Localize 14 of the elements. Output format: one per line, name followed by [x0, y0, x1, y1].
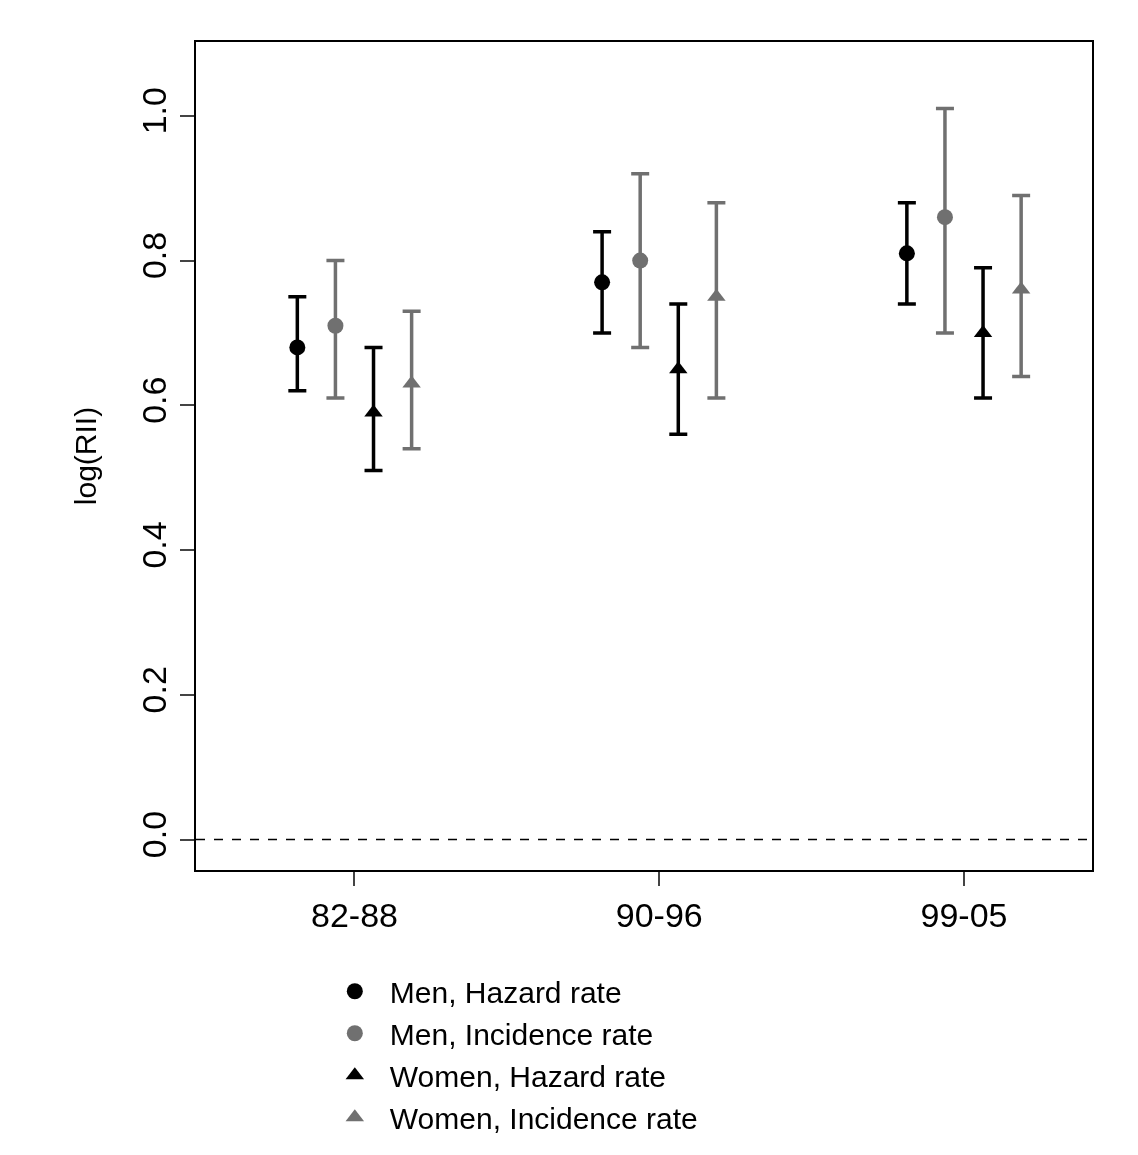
y-tick-label: 0.6: [135, 376, 174, 424]
x-tick-label: 99-05: [920, 895, 1008, 934]
legend-label: Men, Hazard rate: [389, 975, 622, 1009]
y-tick-label: 1.0: [135, 87, 174, 135]
y-tick-label: 0.2: [135, 666, 174, 714]
x-tick-label: 82-88: [311, 895, 398, 934]
legend-label: Women, Hazard rate: [389, 1059, 667, 1093]
x-tick-label: 90-96: [615, 895, 703, 934]
y-tick-label: 0.8: [135, 231, 174, 280]
y-axis-title: log(RII): [68, 406, 102, 506]
y-tick-label: 0.4: [135, 521, 174, 569]
legend-label: Women, Incidence rate: [389, 1101, 698, 1135]
legend-label: Men, Incidence rate: [389, 1017, 654, 1051]
y-tick-label: 0.0: [135, 810, 174, 859]
